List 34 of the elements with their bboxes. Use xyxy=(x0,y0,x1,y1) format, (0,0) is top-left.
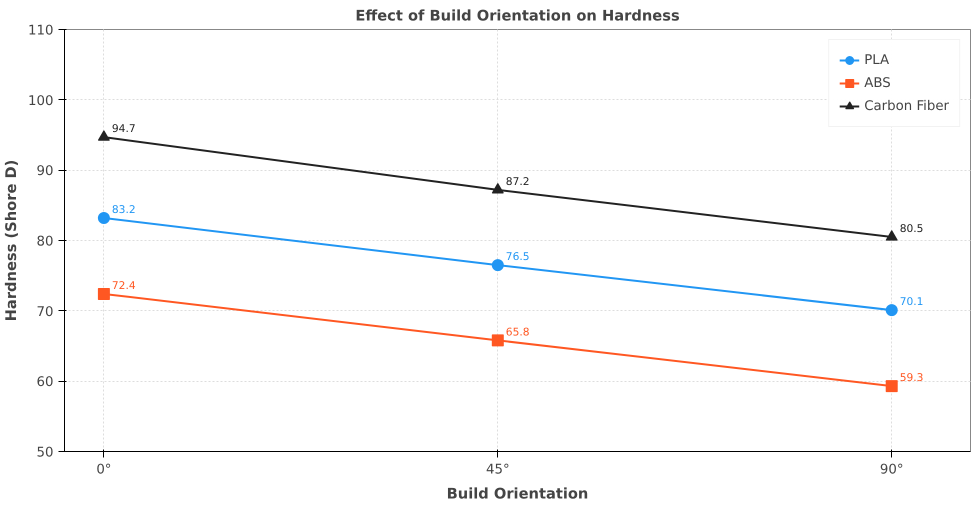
x-tick-label: 90° xyxy=(880,462,904,478)
data-label: 94.7 xyxy=(112,122,136,136)
x-tick-label: 0° xyxy=(96,462,112,478)
point xyxy=(492,259,504,272)
y-tick-label: 70 xyxy=(36,304,54,320)
point xyxy=(492,334,504,346)
legend-label: ABS xyxy=(864,76,891,90)
point xyxy=(492,183,504,194)
point xyxy=(98,288,110,300)
data-label: 76.5 xyxy=(506,250,530,264)
data-label: 83.2 xyxy=(112,202,136,216)
x-tick-label: 45° xyxy=(486,462,510,478)
data-label: 87.2 xyxy=(506,174,530,188)
x-axis-title: Build Orientation xyxy=(446,486,588,502)
y-tick-label: 80 xyxy=(36,234,54,250)
point xyxy=(886,304,898,316)
data-label: 59.3 xyxy=(900,371,924,384)
y-tick-label: 100 xyxy=(28,94,54,109)
point xyxy=(886,230,898,241)
data-label: 72.4 xyxy=(112,278,136,292)
y-tick-label: 50 xyxy=(36,446,54,460)
legend-label: Carbon Fiber xyxy=(864,98,949,114)
point xyxy=(98,212,110,224)
y-tick-label: 110 xyxy=(28,24,54,38)
chart-title: Effect of Build Orientation on Hardness xyxy=(355,8,680,24)
data-label: 65.8 xyxy=(506,325,530,338)
legend-label: PLA xyxy=(864,52,890,68)
point xyxy=(886,380,898,392)
point xyxy=(98,130,110,141)
y-tick-label: 90 xyxy=(36,164,54,180)
y-tick-label: 60 xyxy=(36,375,54,390)
data-label: 70.1 xyxy=(900,295,924,308)
data-label: 80.5 xyxy=(900,222,924,235)
y-axis-title: Hardness (Shore D) xyxy=(3,160,20,322)
